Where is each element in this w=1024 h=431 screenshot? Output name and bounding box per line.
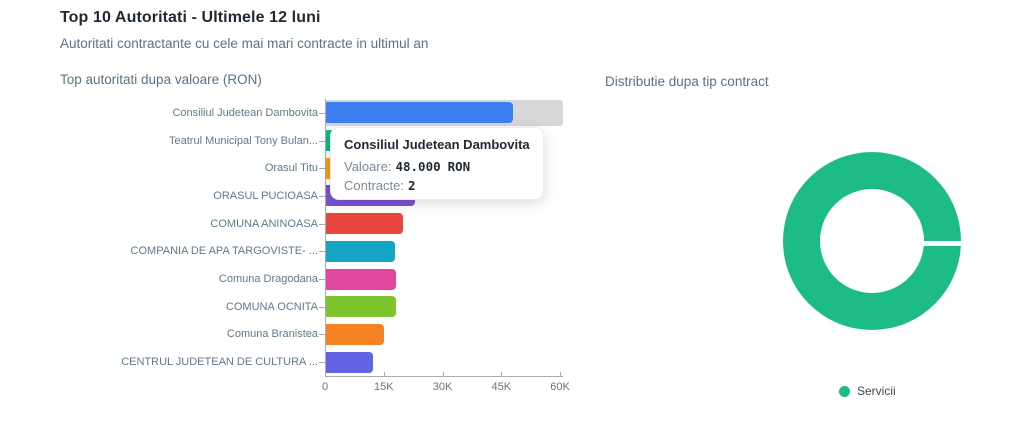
category-label: ORASUL PUCIOASA xyxy=(213,189,318,202)
bar-chart-title: Top autoritati dupa valoare (RON) xyxy=(60,72,262,87)
category-axis-tick xyxy=(319,195,325,197)
donut-chart xyxy=(783,152,963,330)
x-axis-tick-label: 45K xyxy=(491,381,512,393)
bar-5[interactable] xyxy=(325,213,403,235)
x-axis-tick-label: 30K xyxy=(432,381,453,393)
category-label: Consiliul Judetean Dambovita xyxy=(172,106,318,119)
tooltip-contracts-value: 2 xyxy=(407,178,416,193)
x-axis-tick-label: 60K xyxy=(550,381,570,393)
chart-tooltip: Consiliul Judetean Dambovita Valoare: 48.… xyxy=(330,127,544,200)
y-axis-line xyxy=(325,99,326,376)
donut-chart-title: Distributie dupa tip contract xyxy=(605,74,769,89)
bar-6[interactable] xyxy=(325,240,395,262)
bar-1[interactable] xyxy=(325,102,513,124)
category-label: CENTRUL JUDETEAN DE CULTURA ... xyxy=(121,356,318,369)
tooltip-title: Consiliul Judetean Dambovita xyxy=(344,137,530,152)
tooltip-contracts-label: Contracte: xyxy=(344,178,404,193)
page-subtitle: Autoritati contractante cu cele mai mari… xyxy=(60,36,429,51)
x-axis-tick-label: 15K xyxy=(373,381,394,393)
legend-label-servicii: Servicii xyxy=(857,384,896,398)
tooltip-value-row: Valoare: 48.000 RON xyxy=(344,157,530,176)
category-label: Orasul Titu xyxy=(264,162,318,175)
category-label: COMUNA OCNITA xyxy=(225,300,318,313)
donut-slice-gap xyxy=(918,241,963,246)
category-axis-tick xyxy=(319,306,325,308)
category-axis-tick xyxy=(319,168,325,170)
tooltip-value: 48.000 xyxy=(395,159,441,174)
bar-9[interactable] xyxy=(325,323,384,345)
category-label: Comuna Branistea xyxy=(226,328,318,341)
x-axis-tick-label: 0 xyxy=(321,381,329,393)
x-axis-tick xyxy=(560,372,561,376)
legend-dot-servicii xyxy=(839,385,850,397)
category-label: COMUNA ANINOASA xyxy=(210,217,318,230)
category-label: Comuna Dragodana xyxy=(218,273,318,286)
tooltip-value-label: Valoare: xyxy=(344,159,392,174)
category-axis-tick xyxy=(319,112,325,114)
bar-7[interactable] xyxy=(325,268,396,290)
bar-8[interactable] xyxy=(325,296,396,318)
x-axis-line xyxy=(325,376,563,377)
category-axis-tick xyxy=(319,251,325,253)
tooltip-contracts-row: Contracte: 2 xyxy=(344,176,530,195)
category-label: COMPANIA DE APA TARGOVISTE- ... xyxy=(130,245,318,258)
x-axis-tick xyxy=(383,372,385,376)
tooltip-value-unit: RON xyxy=(447,159,471,174)
category-axis-tick xyxy=(319,223,325,225)
bar-10[interactable] xyxy=(325,351,373,373)
category-axis-tick xyxy=(319,334,325,336)
donut-hole xyxy=(820,189,924,293)
category-axis-tick xyxy=(319,362,325,364)
donut-legend-item-servicii[interactable]: Servicii xyxy=(839,384,896,398)
category-axis-tick xyxy=(319,140,325,142)
page-title: Top 10 Autoritati - Ultimele 12 luni xyxy=(60,9,321,26)
category-axis-tick xyxy=(319,279,325,281)
x-axis-tick xyxy=(442,372,444,376)
category-label: Teatrul Municipal Tony Bulan... xyxy=(169,134,318,147)
x-axis-tick xyxy=(501,372,503,376)
